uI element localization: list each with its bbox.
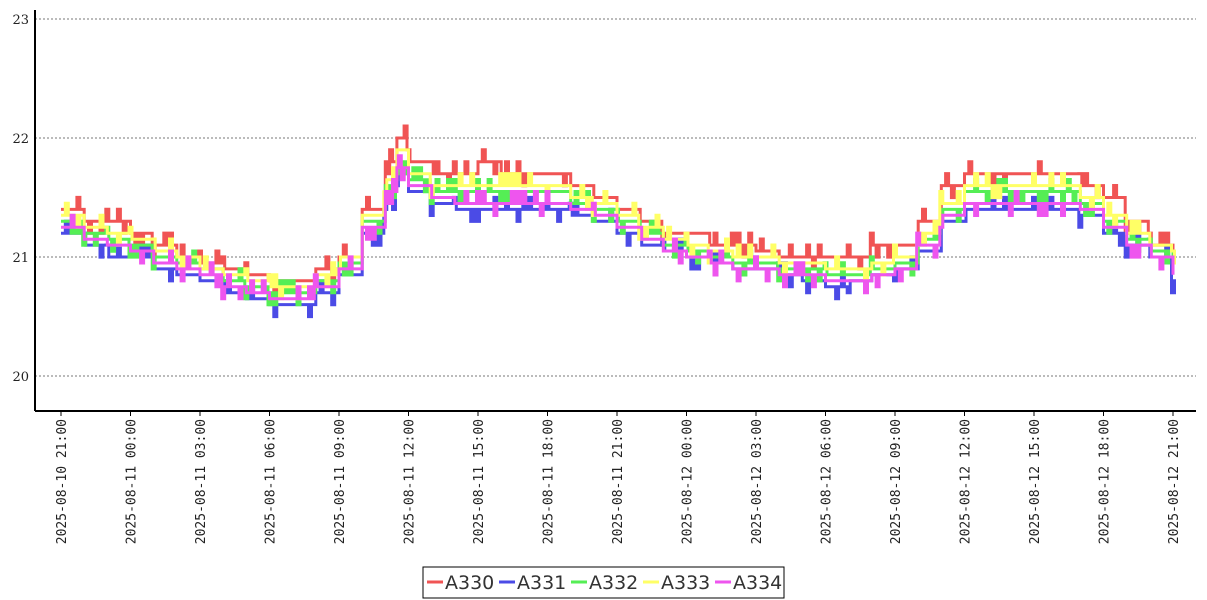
y-tick-label: 22: [12, 132, 29, 147]
x-tick-labels: 2025-08-10 21:00 2025-08-11 00:00 2025-08-…: [55, 411, 1182, 544]
x-tick-label: 2025-08-12 18:00: [1098, 419, 1113, 544]
x-tick-label: 2025-08-12 15:00: [1028, 419, 1043, 544]
series-line-A331: [61, 172, 1176, 319]
x-tick-label: 2025-08-11 18:00: [542, 419, 557, 544]
legend-label-A332: A332: [589, 572, 638, 594]
x-tick-label: 2025-08-12 09:00: [889, 419, 904, 544]
x-tick-label: 2025-08-12 03:00: [750, 419, 765, 544]
x-tick-label: 2025-08-10 21:00: [55, 419, 70, 544]
y-tick-label: 20: [12, 370, 29, 385]
series-lines: [61, 124, 1176, 319]
x-tick-label: 2025-08-11 21:00: [611, 419, 626, 544]
x-tick-label: 2025-08-11 15:00: [472, 419, 487, 544]
x-tick-label: 2025-08-11 12:00: [403, 419, 418, 544]
x-tick-label: 2025-08-11 09:00: [333, 419, 348, 544]
x-tick-label: 2025-08-11 00:00: [125, 419, 140, 544]
legend-label-A334: A334: [733, 572, 782, 594]
y-tick-label: 23: [12, 13, 29, 28]
grid-lines: [35, 18, 1196, 377]
legend-label-A331: A331: [517, 572, 566, 594]
x-tick-label: 2025-08-12 12:00: [959, 419, 974, 544]
series-line-A334: [61, 154, 1175, 301]
x-tick-label: 2025-08-12 06:00: [820, 419, 835, 544]
x-tick-label: 2025-08-11 03:00: [194, 419, 209, 544]
x-tick-label: 2025-08-12 21:00: [1167, 419, 1182, 544]
y-tick-label: 21: [12, 251, 29, 266]
legend: A330 A331 A332 A333 A334: [422, 566, 785, 599]
x-tick-label: 2025-08-12 00:00: [681, 419, 696, 544]
axes: [34, 10, 1196, 412]
x-tick-label: 2025-08-11 06:00: [264, 419, 279, 544]
legend-label-A333: A333: [661, 572, 710, 594]
y-tick-labels: 20 21 22 23: [12, 13, 29, 385]
legend-label-A330: A330: [445, 572, 494, 594]
